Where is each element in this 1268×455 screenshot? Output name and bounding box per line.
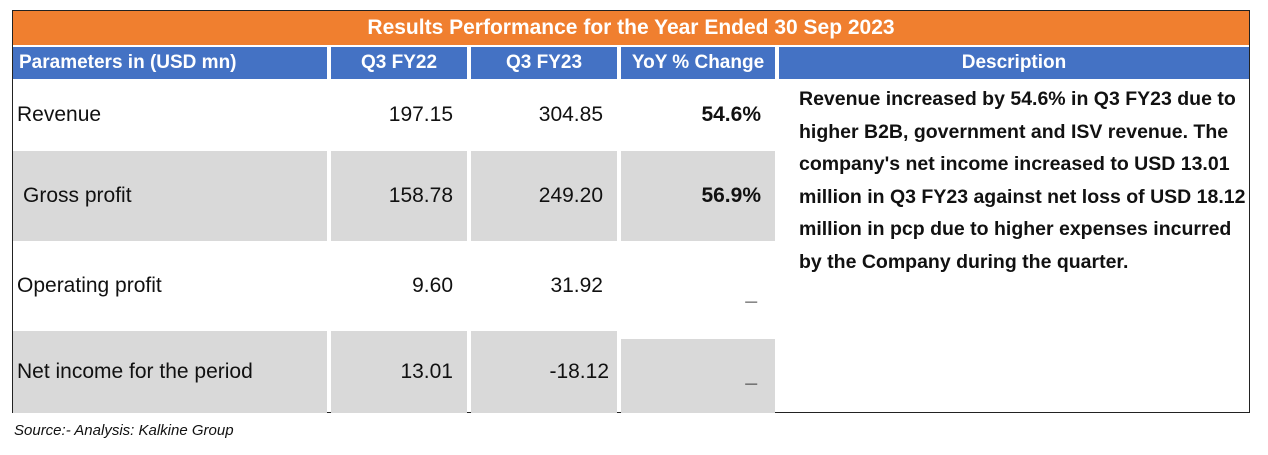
row-net-income-q3fy23: -18.12 — [471, 331, 617, 413]
row-gross-profit-yoy: 56.9% — [621, 151, 775, 241]
header-q3fy23: Q3 FY23 — [471, 47, 617, 79]
row-revenue-q3fy22: 197.15 — [388, 103, 453, 126]
row-revenue-label: Revenue — [17, 103, 102, 126]
results-table: Results Performance for the Year Ended 3… — [12, 10, 1250, 413]
header-yoy-change: YoY % Change — [621, 47, 775, 79]
row-revenue-yoy: 54.6% — [701, 103, 761, 126]
row-net-income-label: Net income for the period — [13, 331, 327, 413]
row-gross-profit-q3fy23: 249.20 — [471, 151, 617, 241]
row-gross-profit-label: Gross profit — [13, 151, 327, 241]
row-operating-profit-q3fy22: 9.60 — [412, 274, 453, 297]
row-net-income-q3fy22: 13.01 — [331, 331, 467, 413]
row-operating-profit-label: Operating profit — [17, 274, 162, 297]
header-description: Description — [779, 47, 1249, 79]
row-operating-profit-q3fy23: 31.92 — [550, 274, 603, 297]
header-parameters: Parameters in (USD mn) — [13, 47, 327, 79]
description-text: Revenue increased by 54.6% in Q3 FY23 du… — [799, 88, 1246, 273]
row-gross-profit-q3fy22: 158.78 — [331, 151, 467, 241]
source-note: Source:- Analysis: Kalkine Group — [14, 422, 234, 439]
row-net-income-yoy: _ — [621, 339, 775, 413]
table-title: Results Performance for the Year Ended 3… — [13, 11, 1249, 45]
row-revenue-q3fy23: 304.85 — [538, 103, 603, 126]
row-operating-profit-yoy: _ — [745, 282, 757, 305]
header-q3fy22: Q3 FY22 — [331, 47, 467, 79]
